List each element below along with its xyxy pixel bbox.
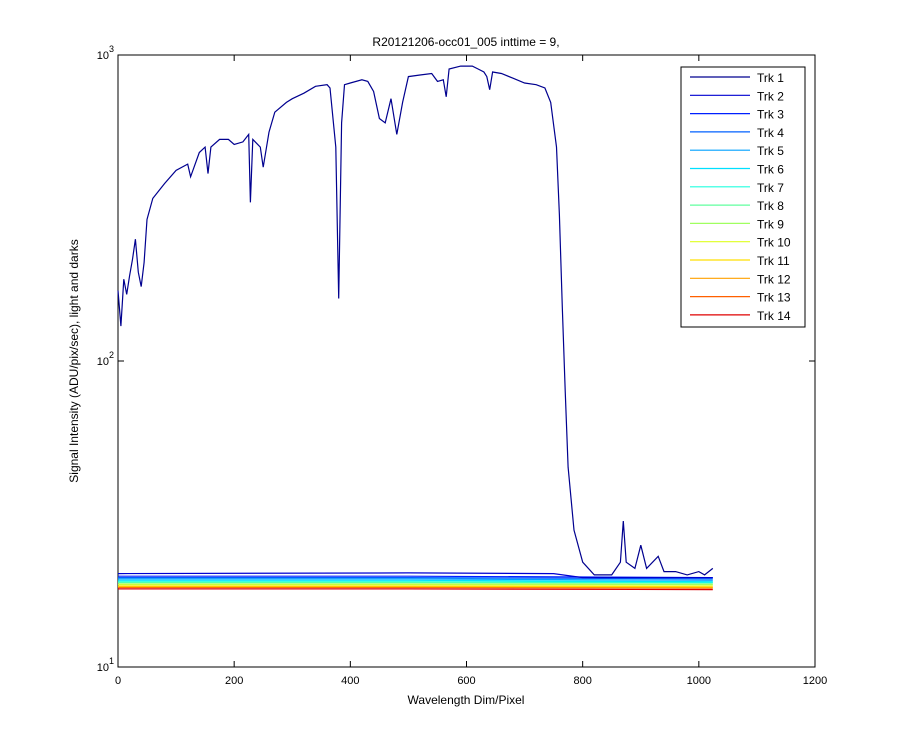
legend-label: Trk 4 xyxy=(757,126,784,140)
legend-label: Trk 2 xyxy=(757,89,784,103)
legend-label: Trk 1 xyxy=(757,71,784,85)
legend-label: Trk 5 xyxy=(757,144,784,158)
chart-title: R20121206-occ01_005 inttime = 9, xyxy=(372,35,559,49)
series-line xyxy=(117,572,713,579)
y-tick-label: 103 xyxy=(97,44,114,62)
series-line xyxy=(118,583,713,586)
legend-label: Trk 11 xyxy=(757,254,790,268)
series-line xyxy=(118,583,713,586)
series-line xyxy=(117,65,714,576)
legend-label: Trk 10 xyxy=(757,236,791,250)
y-axis-label: Signal Intensity (ADU/pix/sec), light an… xyxy=(67,239,81,482)
x-axis-label: Wavelength Dim/Pixel xyxy=(408,693,525,707)
x-tick-label: 1200 xyxy=(803,675,827,687)
legend-label: Trk 6 xyxy=(757,163,784,177)
legend-label: Trk 14 xyxy=(757,309,791,323)
series-line xyxy=(118,579,713,583)
series-line xyxy=(118,577,713,580)
legend-label: Trk 13 xyxy=(757,291,791,305)
series-line xyxy=(118,581,713,583)
x-tick-label: 600 xyxy=(457,675,475,687)
legend-label: Trk 3 xyxy=(757,108,784,122)
legend-label: Trk 8 xyxy=(757,199,784,213)
x-tick-label: 800 xyxy=(573,675,591,687)
series-line xyxy=(118,578,713,581)
x-tick-label: 200 xyxy=(225,675,243,687)
lines xyxy=(117,65,714,591)
y-tick-label: 102 xyxy=(97,350,114,368)
x-tick-label: 0 xyxy=(115,675,121,687)
series-line xyxy=(118,586,713,588)
series-line xyxy=(118,581,713,584)
legend xyxy=(680,66,806,328)
legend-label: Trk 9 xyxy=(757,217,784,231)
series-line xyxy=(118,586,713,589)
legend-label: Trk 7 xyxy=(757,181,784,195)
legend-label: Trk 12 xyxy=(757,272,791,286)
y-tick-label: 101 xyxy=(97,656,114,674)
series-line xyxy=(118,588,713,591)
x-tick-label: 400 xyxy=(341,675,359,687)
series-line xyxy=(118,585,713,588)
x-tick-label: 1000 xyxy=(687,675,711,687)
